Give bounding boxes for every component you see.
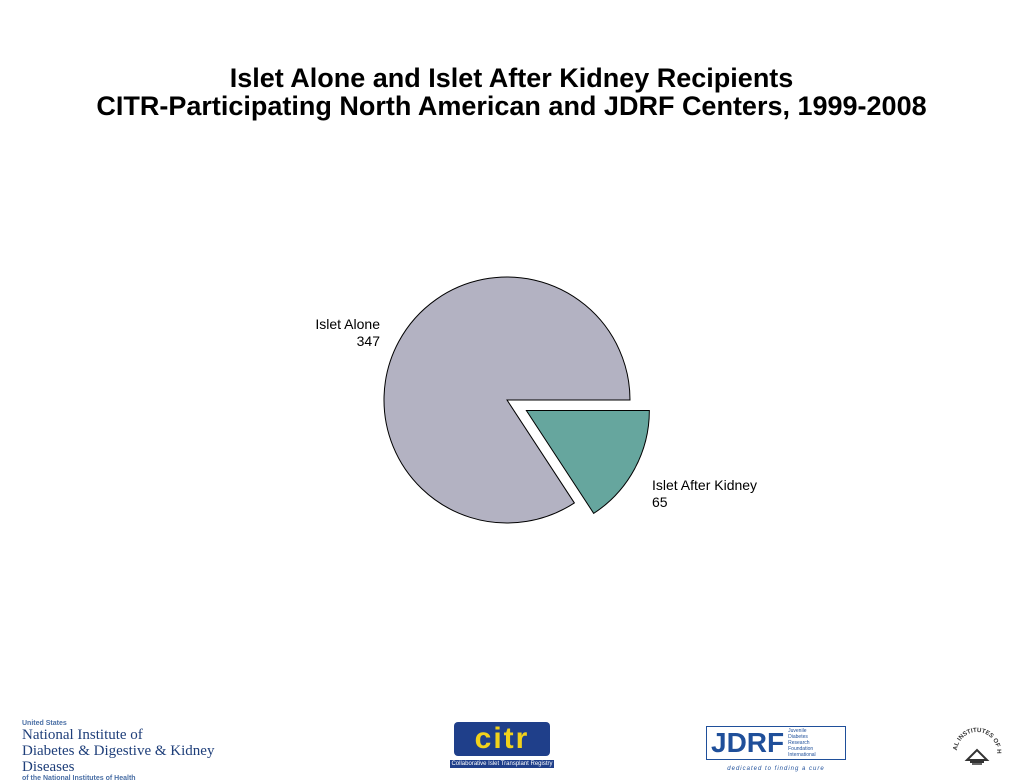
pie-slice-islet-after-kidney: [525, 409, 650, 515]
niddk-line-4: of the National Institutes of Health: [22, 775, 136, 782]
jdrf-side-2: Diabetes: [788, 734, 808, 740]
jdrf-side-4: Foundation: [788, 746, 814, 752]
jdrf-wordmark: JDRF: [711, 727, 785, 758]
chart-title-line-1: Islet Alone and Islet After Kidney Recip…: [229, 63, 794, 93]
citr-wordmark: citr: [454, 722, 550, 756]
jdrf-logo: JDRF Juvenile Diabetes Research Foundati…: [706, 726, 846, 774]
jdrf-side-text: Juvenile Diabetes Research Foundation In…: [788, 728, 816, 758]
niddk-line-3: Diabetes & Digestive & Kidney Diseases: [22, 743, 215, 775]
chart-title-line-2: CITR-Participating North American and JD…: [96, 91, 927, 121]
pie-slice-islet-alone: [383, 276, 631, 524]
jdrf-tagline: dedicated to finding a cure: [727, 766, 825, 772]
slice-label-islet-alone: Islet Alone: [315, 316, 380, 332]
jdrf-box: JDRF Juvenile Diabetes Research Foundati…: [706, 726, 846, 760]
slice-value-islet-alone: 347: [357, 333, 381, 349]
citr-logo: citr Collaborative Islet Transplant Regi…: [450, 722, 554, 774]
slice-value-islet-after-kidney: 65: [652, 494, 668, 510]
niddk-line-2: National Institute of: [22, 727, 143, 743]
slice-label-islet-after-kidney: Islet After Kidney: [652, 477, 757, 493]
niddk-line-1: United States: [22, 720, 67, 727]
niddk-logo: United States National Institute of Diab…: [22, 720, 252, 782]
nih-seal-icon: NATIONAL INSTITUTES OF HEALTH: [950, 724, 1002, 765]
jdrf-side-5: International: [788, 752, 816, 758]
citr-subtitle: Collaborative Islet Transplant Registry: [450, 760, 554, 768]
chart-title: Islet Alone and Islet After Kidney Recip…: [0, 64, 1023, 120]
jdrf-side-3: Research: [788, 740, 810, 746]
jdrf-side-1: Juvenile: [788, 728, 807, 734]
